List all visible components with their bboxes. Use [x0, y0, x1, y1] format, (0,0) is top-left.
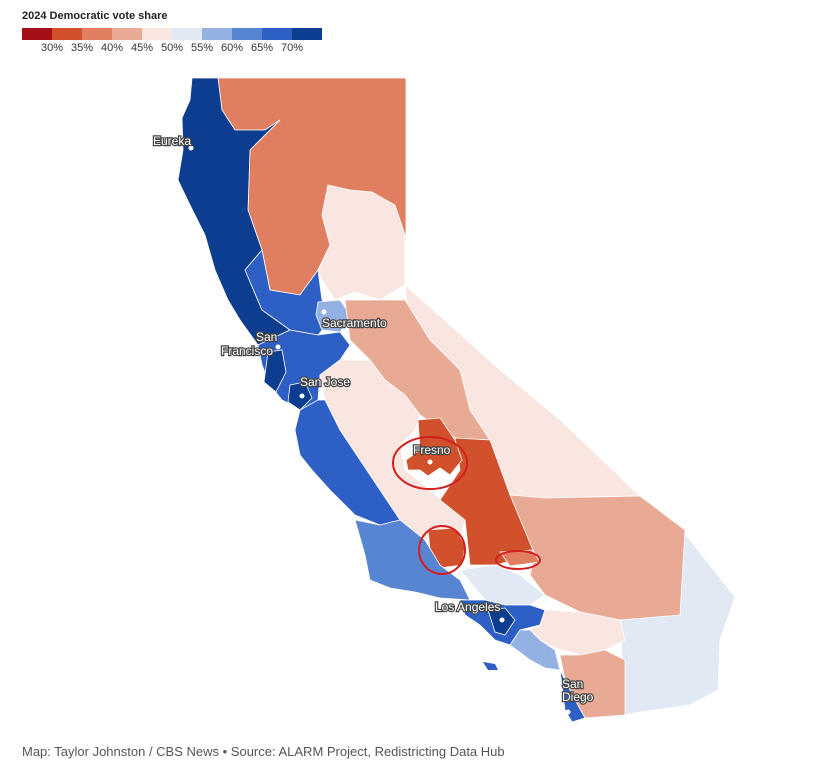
district-sacramento-valley	[317, 184, 406, 301]
city-label-san-francisco-line2: Francisco	[221, 344, 273, 358]
legend-tick: 70%	[280, 42, 304, 54]
city-label-los-angeles: Los Angeles	[435, 600, 500, 614]
city-label-san-diego-line1: San	[562, 677, 583, 691]
legend-ticks: 30% 35% 40% 45% 50% 55% 60% 65% 70%	[22, 42, 322, 56]
legend-swatch	[232, 28, 262, 40]
map-credit: Map: Taylor Johnston / CBS News • Source…	[22, 744, 505, 759]
legend-tick: 55%	[190, 42, 214, 54]
legend-swatch	[292, 28, 322, 40]
city-label-sacramento: Sacramento	[322, 316, 387, 330]
city-label-fresno: Fresno	[413, 443, 451, 457]
island-catalina	[483, 662, 498, 670]
city-label-eureka: Eureka	[153, 134, 191, 148]
city-dot-eureka	[188, 145, 194, 151]
city-label-san-jose: San Jose	[300, 375, 350, 389]
legend-tick: 50%	[160, 42, 184, 54]
legend-title: 2024 Democratic vote share	[22, 10, 168, 22]
legend-tick: 35%	[70, 42, 94, 54]
city-dot-san-diego	[565, 709, 571, 715]
legend-tick: 45%	[130, 42, 154, 54]
legend: 2024 Democratic vote share 30% 35% 40% 4…	[22, 10, 322, 56]
legend-tick: 30%	[40, 42, 64, 54]
legend-swatch	[82, 28, 112, 40]
legend-tick: 65%	[250, 42, 274, 54]
city-label-san-francisco-line1: San	[256, 330, 277, 344]
district-san-francisco	[263, 349, 287, 393]
bakersfield-circle	[495, 550, 541, 570]
city-dot-sacramento	[321, 309, 327, 315]
legend-swatch	[142, 28, 172, 40]
fresno-circle	[392, 436, 468, 490]
legend-swatches	[22, 28, 322, 40]
legend-tick: 40%	[100, 42, 124, 54]
district-orange-county	[509, 629, 561, 671]
city-dot-san-jose	[299, 393, 305, 399]
district-fresno	[405, 417, 463, 477]
city-dot-fresno	[427, 459, 433, 465]
city-label-san-diego-line2: Diego	[562, 690, 594, 704]
kern-circle	[418, 525, 466, 575]
legend-swatch	[202, 28, 232, 40]
legend-swatch	[262, 28, 292, 40]
legend-tick: 60%	[220, 42, 244, 54]
legend-swatch	[112, 28, 142, 40]
legend-swatch	[52, 28, 82, 40]
legend-swatch	[22, 28, 52, 40]
city-dot-los-angeles	[499, 617, 505, 623]
legend-swatch	[172, 28, 202, 40]
city-dot-san-francisco	[275, 344, 281, 350]
district-san-diego	[559, 669, 586, 723]
